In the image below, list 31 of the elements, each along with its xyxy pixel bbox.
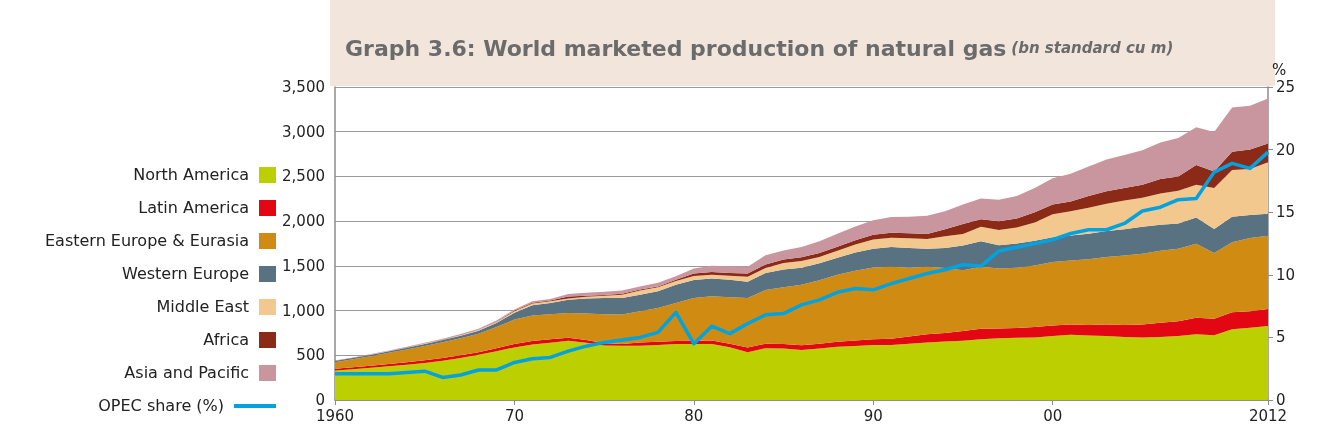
x-tick-label: 1960 [315,406,355,425]
legend-label: Latin America [138,198,249,217]
legend-label: Africa [203,330,249,349]
y2-tick-label: 25 [1276,78,1296,96]
y-tick-label: 1,500 [282,256,325,275]
legend-label: North America [133,165,249,184]
y-tick-label: 1,000 [282,301,325,320]
x-tick-label: 90 [863,406,883,425]
y2-tick-label: 15 [1276,203,1296,222]
legend-label: OPEC share (%) [98,396,224,415]
y2-tick-label: 20 [1276,140,1296,159]
y2-tick-label: 10 [1276,265,1296,284]
x-tick-label: 2012 [1248,406,1288,425]
legend-label: Western Europe [122,264,249,283]
y-tick-label: 3,500 [282,78,325,96]
y-tick-label: 500 [296,346,325,365]
x-tick-label: 80 [684,406,704,425]
y-tick-label: 0 [315,391,325,409]
y2-tick-label: 5 [1276,328,1286,347]
x-tick-label: 70 [504,406,524,425]
y2-tick-label: 0 [1276,391,1286,409]
legend-label: Asia and Pacific [124,363,249,382]
x-tick-label: 00 [1043,406,1063,425]
y-tick-label: 2,000 [282,212,325,231]
y2-axis-title: % [1272,60,1287,79]
legend-label: Middle East [156,297,249,316]
legend-label: Eastern Europe & Eurasia [44,231,249,250]
chart-title: Graph 3.6: World marketed production of natural gas [345,35,1007,61]
y-tick-label: 2,500 [282,167,325,186]
chart-subtitle: (bn standard cu m) [1011,39,1174,57]
y-tick-label: 3,000 [282,122,325,141]
